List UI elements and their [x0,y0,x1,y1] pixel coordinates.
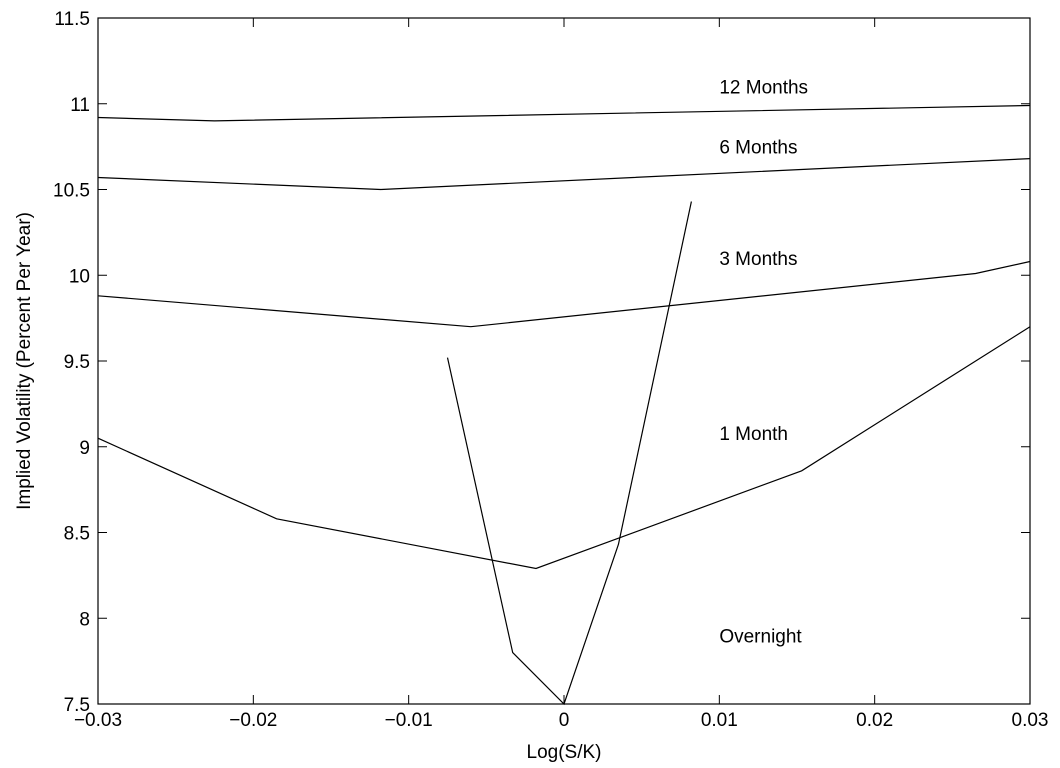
x-tick-label: 0.02 [856,710,893,731]
y-tick-label: 10 [69,266,90,287]
y-tick-label: 8.5 [64,524,90,545]
series-line-overnight [446,201,692,706]
y-tick-label: 11 [70,95,90,116]
series-label-12-months: 12 Months [719,78,808,99]
y-axis-label: Implied Volatility (Percent Per Year) [14,212,35,510]
series-label-6-months: 6 Months [719,138,797,159]
y-tick-label: 7.5 [64,695,90,716]
x-tick-label: −0.03 [74,710,122,731]
series-annotations: 12 Months 6 Months 3 Months 1 Month Overnigh… [719,78,808,648]
x-tick-label: 0.01 [701,710,738,731]
series-label-1-month: 1 Month [719,424,788,445]
y-tick-label: 8 [79,609,90,630]
y-tick-label: 11.5 [54,9,90,30]
x-tick-label: 0 [559,710,570,731]
y-tick-label: 9 [79,438,90,459]
series-lines [97,104,1031,706]
series-label-overnight: Overnight [719,626,802,647]
x-axis-label: Log(S/K) [527,742,602,763]
y-tick-label: 10.5 [53,181,90,202]
series-label-3-months: 3 Months [719,249,797,270]
series-line-1-month [97,326,1031,570]
series-line-12-months [97,104,1031,122]
series-line-6-months [97,158,1031,191]
x-axis-ticks: −0.03 −0.02 −0.01 0 0.01 0.02 0.03 [74,18,1049,731]
series-line-3-months [97,260,1031,328]
x-tick-label: −0.01 [385,710,433,731]
x-tick-label: −0.02 [229,710,277,731]
y-axis-ticks: 7.5 8 8.5 9 9.5 10 10.5 11 11.5 [53,9,1030,716]
x-tick-label: 0.03 [1012,710,1049,731]
y-tick-label: 9.5 [64,352,90,373]
